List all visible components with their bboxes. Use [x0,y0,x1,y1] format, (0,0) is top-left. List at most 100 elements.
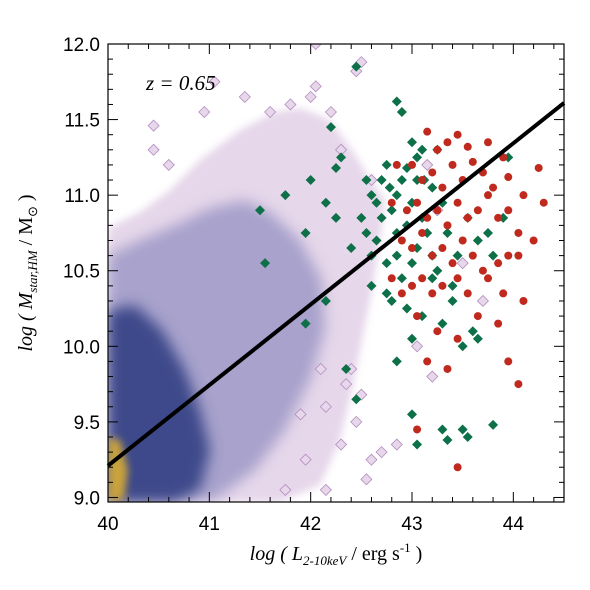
green-diamond-point [336,152,347,163]
red-circle-point [494,213,503,222]
density-outlier-marker [294,408,307,421]
density-outlier-marker [198,105,211,119]
y-axis-label-unit-sub: ⊙ [25,206,40,217]
red-circle-point [408,281,416,290]
red-circle-point [468,251,477,260]
y-axis-label-suffix: ) [15,194,37,206]
density-outlier-marker [375,446,388,459]
green-diamond-point [447,295,458,306]
density-outlier-marker [304,90,317,103]
red-circle-point [453,130,462,139]
green-diamond-point [356,212,367,223]
green-diamond-point [255,205,265,216]
red-circle-point [428,168,437,177]
density-outlier-marker [309,80,322,93]
green-diamond-point [376,175,387,186]
density-outlier-marker [147,143,160,156]
red-circle-point [387,274,396,283]
red-circle-point [418,274,427,283]
green-diamond-point [452,250,463,261]
y-tick-label: 11.5 [64,111,100,132]
green-diamond-point [437,318,448,329]
density-outlier-marker [284,98,297,111]
green-diamond-point [391,96,402,107]
red-circle-point [408,244,416,253]
red-circle-point [514,380,523,389]
x-axis-label-suffix: ) [411,543,423,565]
red-circle-point [453,274,462,283]
red-circle-point [418,176,427,185]
plot-frame [107,43,565,503]
green-diamond-point [305,175,316,186]
density-outlier-marker [421,158,434,171]
green-diamond-point [371,235,382,246]
density-region-dark [108,305,210,502]
y-axis-label-sub: star,HM [25,249,40,292]
red-circle-point [453,198,462,207]
fit-line [106,101,566,468]
density-outlier-marker [390,438,403,451]
y-axis-label-prefix: log ( [15,309,37,351]
red-circle-point [443,138,452,147]
green-diamond-point [391,356,402,367]
red-circle-point [463,142,472,151]
x-tick-label: 41 [199,514,220,535]
density-map [108,44,489,502]
red-circle-point [402,206,411,215]
green-diamond-point [407,258,417,269]
green-diamond-point [366,190,377,201]
green-diamond-point [325,122,336,133]
x-axis-label-unit: / erg s [346,543,400,565]
y-tick-label: 9.5 [74,413,100,434]
density-outlier-marker [147,119,160,132]
red-circle-point [468,157,477,166]
density-outlier-marker [360,473,373,486]
green-diamond-point [260,258,271,269]
green-diamond-point [351,61,362,72]
green-diamond-point [381,258,392,269]
red-circle-point [504,251,513,260]
density-outlier-marker [279,483,292,496]
green-diamond-point [457,341,468,352]
red-circle-point [484,138,492,147]
green-diamond-point [483,227,493,238]
green-diamond-point [401,303,412,314]
red-circle-point [473,312,482,321]
green-diamond-point [457,424,468,435]
red-circle-point [443,221,452,230]
red-circle-point [534,163,543,172]
green-diamond-point [412,439,423,450]
green-diamond-point [300,318,311,329]
green-diamond-point [407,137,417,148]
x-axis-label-var: L [291,543,303,565]
density-outlier-marker [365,453,378,466]
density-outlier-marker [340,378,353,391]
green-diamond-point [351,394,362,405]
green-diamond-point [381,288,392,299]
x-tick-label: 40 [97,514,118,535]
green-diamond-point [396,175,407,186]
density-outlier-marker [335,438,348,451]
density-outlier-marker [476,294,489,308]
green-diamond-point [442,435,453,446]
red-circle-point [539,198,548,207]
y-tick-label: 10.0 [63,337,100,358]
red-circle-point [413,198,422,207]
density-outlier-marker [264,105,277,119]
red-circle-point [433,206,442,215]
green-diamond-point [386,205,397,216]
green-diamond-point [391,250,402,261]
density-outlier-marker [456,257,469,270]
red-circle-point [489,183,498,192]
density-outlier-marker [309,44,322,51]
red-circle-point [433,145,442,154]
green-diamond-point [391,190,402,201]
red-circle-point [514,228,523,237]
density-outlier-marker [314,362,327,376]
red-circle-point [387,198,396,207]
green-diamond-point [442,227,453,238]
green-diamond-point [407,409,417,420]
green-diamond-point [371,197,382,208]
red-circle-point [423,357,432,366]
green-diamond-point [407,333,417,344]
